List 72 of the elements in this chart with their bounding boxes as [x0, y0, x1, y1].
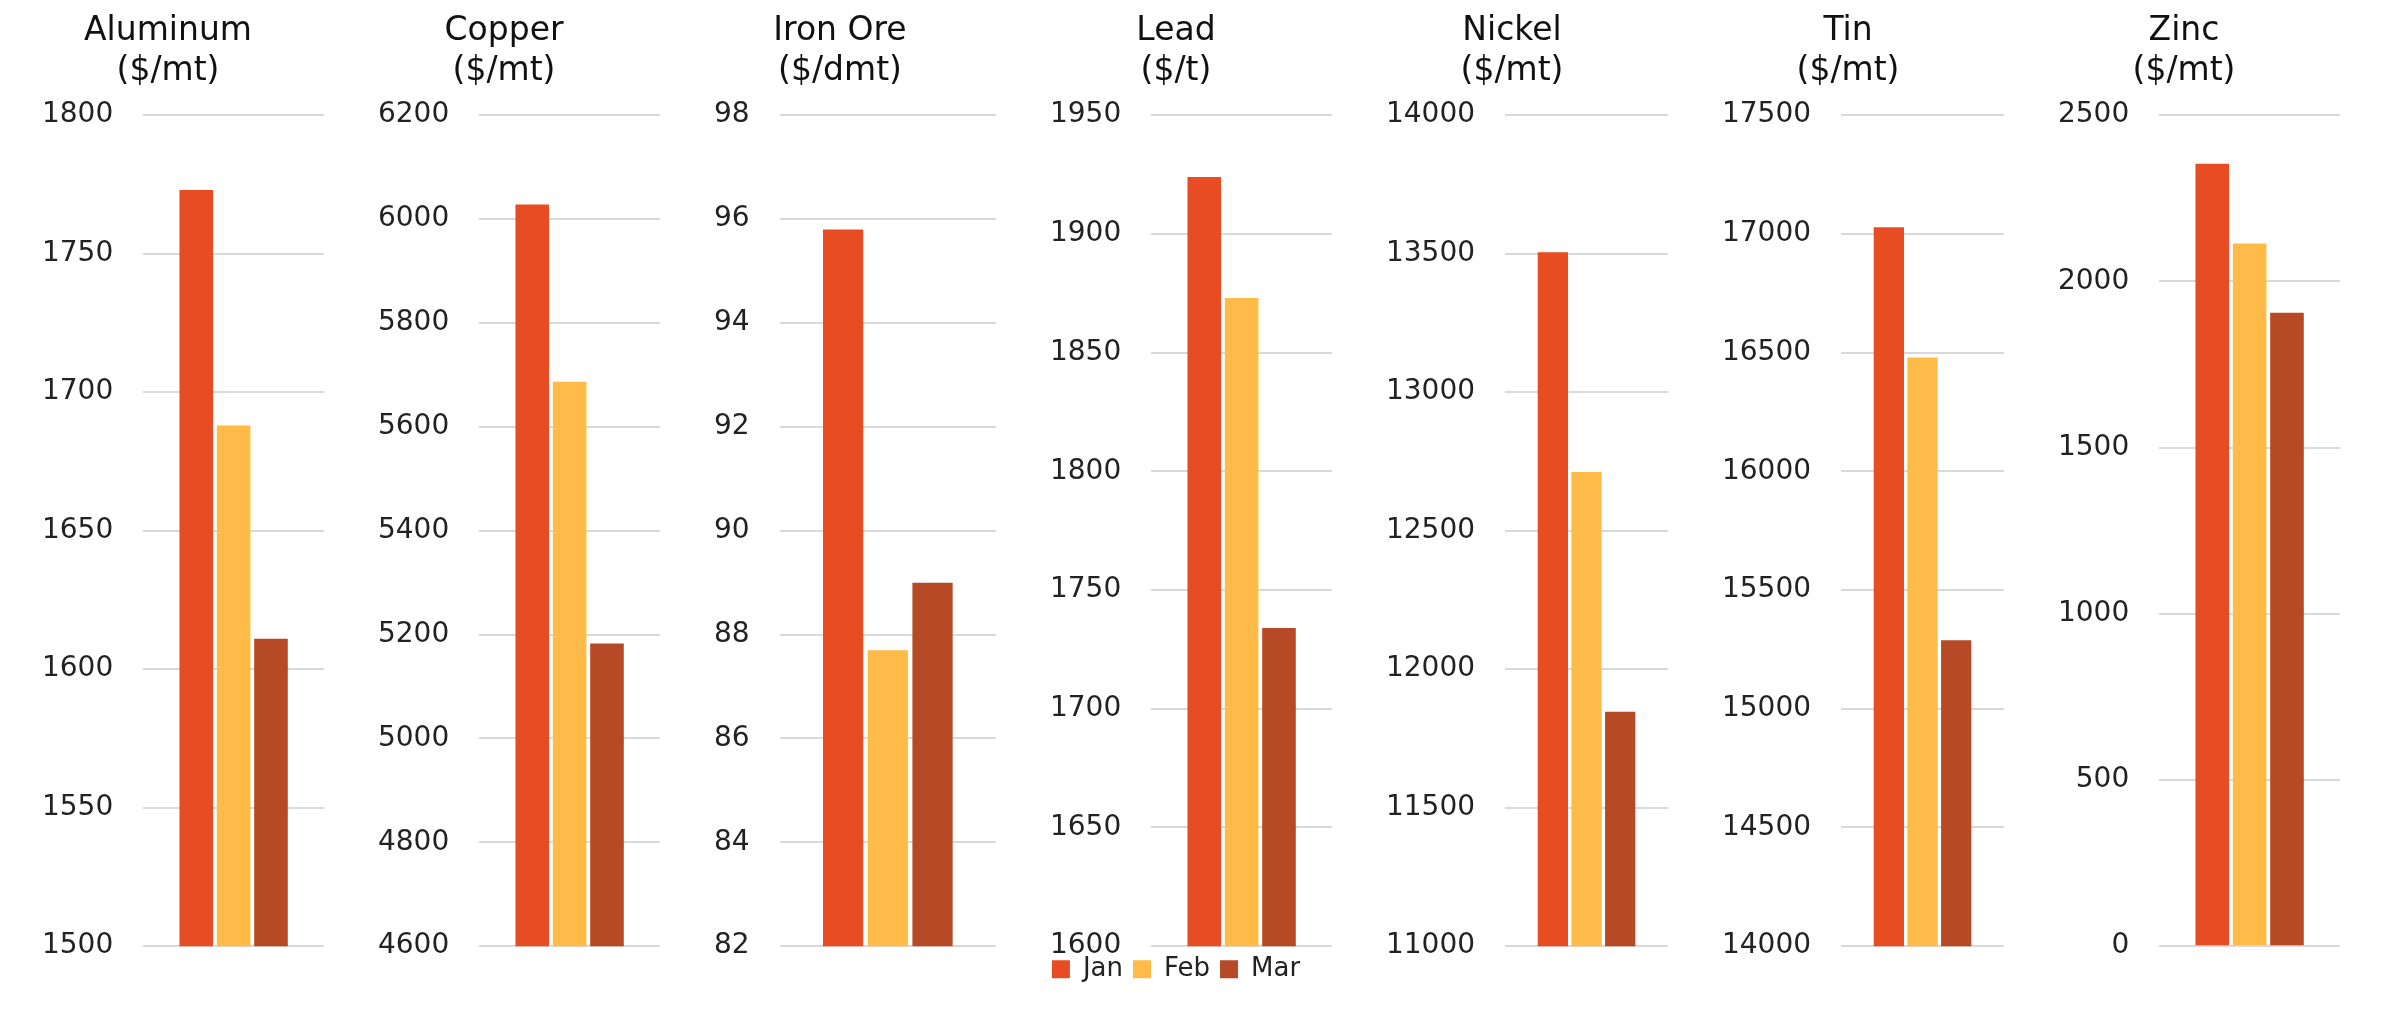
y-tick-label: 16000 [1721, 452, 1812, 486]
y-tick-label: 5400 [377, 511, 450, 545]
bar [2232, 243, 2267, 946]
bar [2195, 163, 2230, 946]
legend-label: Feb [1164, 951, 1211, 982]
y-tick-label: 17000 [1721, 215, 1812, 249]
y-tick-label: 4800 [377, 823, 450, 857]
chart-title: Nickel [1462, 9, 1562, 49]
y-tick-label: 1800 [41, 96, 114, 130]
y-tick-label: 12000 [1385, 650, 1476, 684]
y-tick-label: 96 [713, 200, 750, 234]
y-tick-label: 98 [713, 96, 750, 130]
y-tick-label: 86 [713, 719, 750, 753]
bar [2270, 312, 2304, 946]
y-tick-label: 90 [713, 511, 750, 545]
y-tick-label: 0 [2111, 927, 2130, 961]
y-tick-label: 11500 [1385, 788, 1476, 822]
y-tick-label: 92 [713, 408, 750, 442]
chart-subtitle: ($/mt) [1796, 48, 1900, 88]
y-tick-label: 1850 [1049, 333, 1122, 367]
y-tick-label: 5000 [377, 719, 450, 753]
y-tick-label: 14000 [1385, 96, 1476, 130]
y-tick-label: 1500 [41, 927, 114, 961]
chart-subtitle: ($/mt) [452, 48, 556, 88]
chart-title: Tin [1822, 9, 1873, 49]
y-tick-label: 1800 [1049, 452, 1122, 486]
y-tick-label: 82 [713, 927, 750, 961]
y-tick-label: 2500 [2057, 96, 2130, 130]
y-tick-label: 1700 [1049, 690, 1122, 724]
chart-title: Aluminum [84, 9, 252, 49]
y-tick-label: 94 [713, 304, 750, 338]
y-tick-label: 1650 [41, 511, 114, 545]
y-tick-label: 14500 [1721, 808, 1812, 842]
y-tick-label: 1600 [41, 650, 114, 684]
y-tick-label: 500 [2075, 761, 2130, 795]
y-tick-label: 13000 [1385, 373, 1476, 407]
y-tick-label: 88 [713, 615, 750, 649]
y-tick-label: 11000 [1385, 927, 1476, 961]
y-tick-label: 2000 [2057, 262, 2130, 296]
chart-title: Iron Ore [773, 9, 907, 49]
y-tick-label: 12500 [1385, 511, 1476, 545]
y-tick-label: 5800 [377, 304, 450, 338]
y-tick-label: 1500 [2057, 428, 2130, 462]
y-tick-label: 1750 [1049, 571, 1122, 605]
y-tick-label: 84 [713, 823, 750, 857]
y-tick-label: 16500 [1721, 333, 1812, 367]
y-tick-label: 1550 [41, 788, 114, 822]
y-tick-label: 13500 [1385, 234, 1476, 268]
y-tick-label: 1950 [1049, 96, 1122, 130]
chart-title: Copper [444, 9, 564, 49]
chart-subtitle: ($/t) [1140, 48, 1212, 88]
y-tick-label: 1700 [41, 373, 114, 407]
y-tick-label: 6000 [377, 200, 450, 234]
y-tick-label: 1900 [1049, 215, 1122, 249]
y-tick-label: 15000 [1721, 690, 1812, 724]
chart-subtitle: ($/mt) [116, 48, 220, 88]
y-tick-label: 17500 [1721, 96, 1812, 130]
chart-title: Lead [1136, 9, 1216, 49]
y-tick-label: 5200 [377, 615, 450, 649]
y-tick-label: 4600 [377, 927, 450, 961]
y-tick-label: 5600 [377, 408, 450, 442]
chart-subtitle: ($/mt) [1460, 48, 1564, 88]
y-tick-label: 1650 [1049, 808, 1122, 842]
y-tick-label: 15500 [1721, 571, 1812, 605]
chart-subtitle: ($/dmt) [778, 48, 902, 88]
chart-title: Zinc [2148, 9, 2220, 49]
y-tick-label: 1000 [2057, 595, 2130, 629]
y-tick-label: 6200 [377, 96, 450, 130]
chart-subtitle: ($/mt) [2132, 48, 2236, 88]
y-tick-label: 14000 [1721, 927, 1812, 961]
legend-label: Mar [1251, 951, 1301, 982]
y-tick-label: 1750 [41, 234, 114, 268]
